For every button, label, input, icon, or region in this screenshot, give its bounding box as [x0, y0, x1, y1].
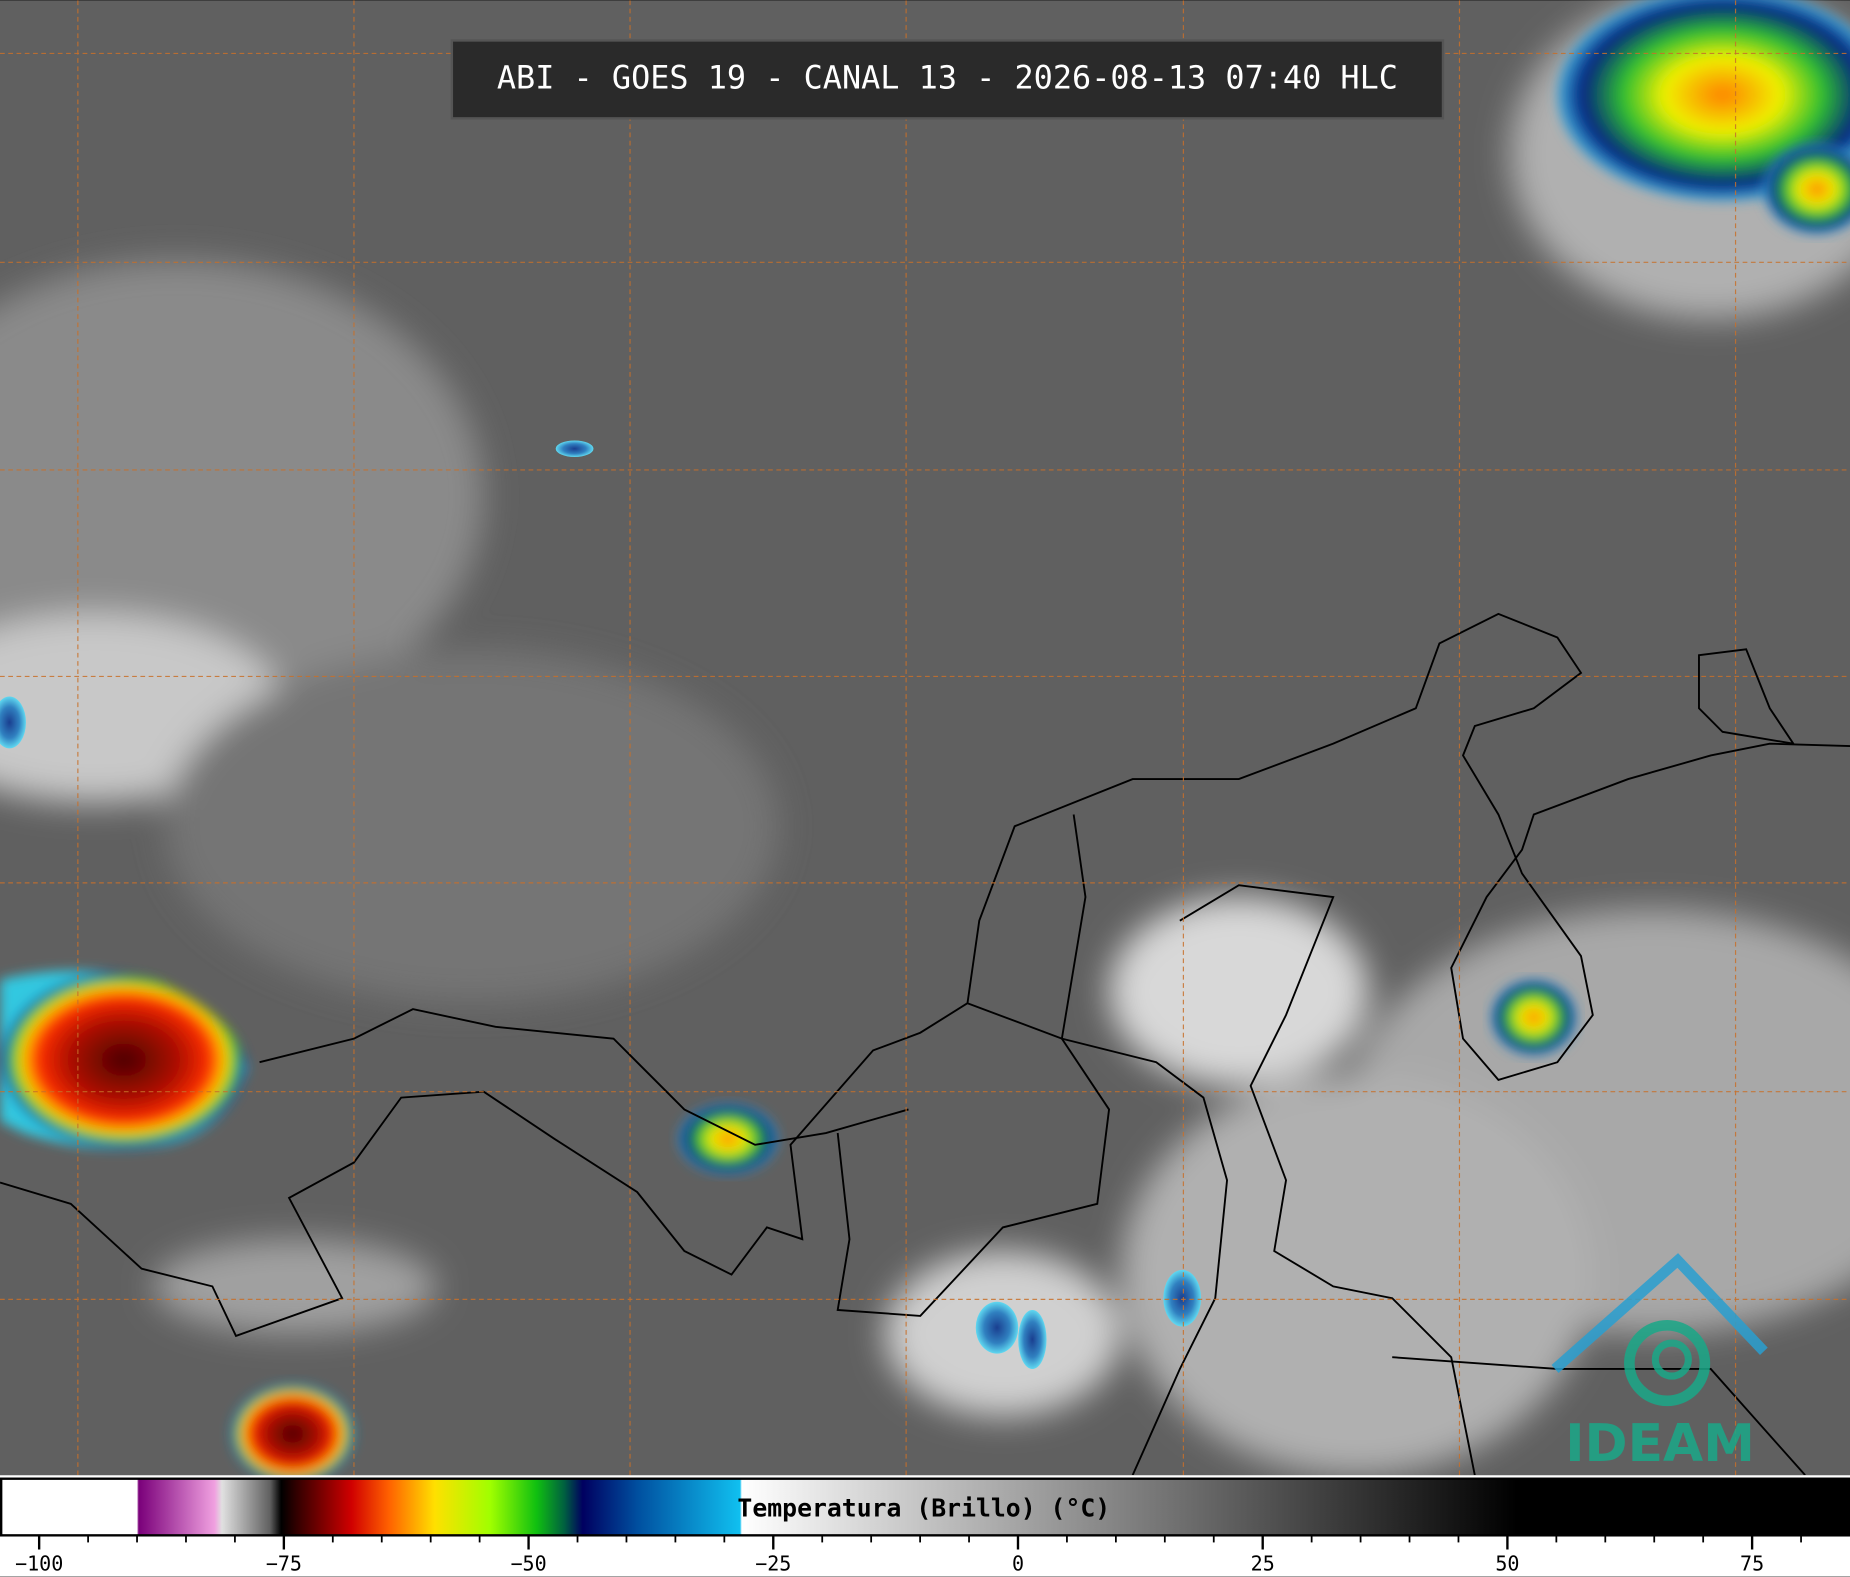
colorbar-tick-label: −50 — [510, 1551, 546, 1575]
colorbar-tick-label: 25 — [1251, 1551, 1275, 1575]
colorbar-tick-label: 50 — [1495, 1551, 1519, 1575]
colorbar-label: Temperatura (Brillo) (°C) — [737, 1493, 1110, 1522]
colorbar-ticks: −100 −75 −50 −25 0 25 50 75 — [15, 1535, 1802, 1575]
colorbar-tick-label: −25 — [755, 1551, 791, 1575]
logo-text: IDEAM — [1565, 1414, 1755, 1474]
convective-cells — [0, 0, 1850, 1484]
colorbar-tick-label: 75 — [1740, 1551, 1764, 1575]
graticule — [0, 0, 1850, 1476]
colorbar-tick-label: 0 — [1012, 1551, 1024, 1575]
colorbar-tick-label: −100 — [15, 1551, 63, 1575]
logo: IDEAM — [1551, 1253, 1768, 1474]
colorbar — [0, 1477, 1850, 1537]
clouds — [0, 0, 1850, 1476]
coastlines — [0, 612, 1850, 1476]
title-box — [450, 39, 1445, 120]
title: ABI - GOES 19 - CANAL 13 - 2026-08-13 07… — [497, 58, 1398, 96]
colorbar-tick-label: −75 — [266, 1551, 302, 1575]
